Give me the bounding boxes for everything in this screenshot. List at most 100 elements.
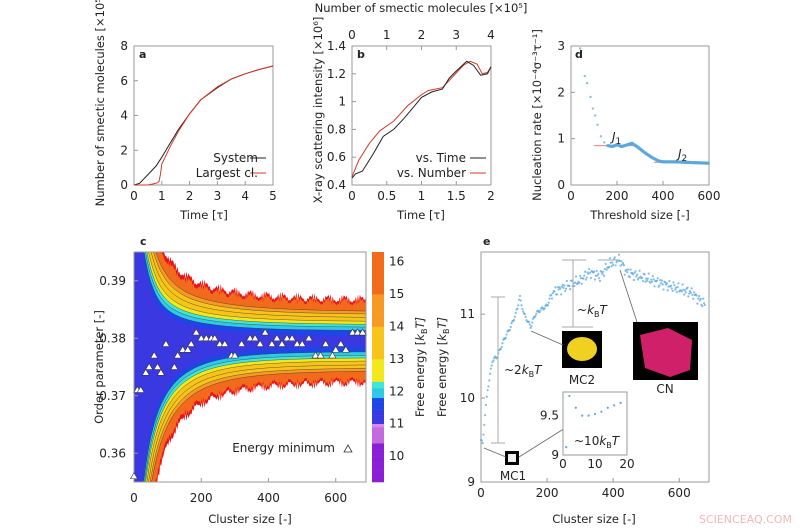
data-point — [658, 284, 661, 287]
plot-frame — [133, 251, 367, 483]
x-tick-label: 400 — [257, 491, 280, 505]
colorbar-segment — [372, 428, 384, 431]
colorbar-segment — [372, 368, 384, 371]
data-point — [573, 284, 576, 288]
series-largest-line — [134, 65, 274, 186]
data-point — [565, 279, 569, 283]
energy-minimum-marker — [256, 339, 265, 347]
colorbar-segment — [372, 308, 384, 311]
data-point — [634, 270, 637, 273]
data-point — [665, 282, 668, 285]
colorbar-segment — [372, 354, 384, 356]
colorbar-segment — [372, 271, 384, 274]
data-point — [593, 114, 597, 117]
x-tick-label: 0 — [130, 491, 138, 505]
colorbar-segment — [372, 260, 384, 263]
colorbar-segment — [372, 383, 384, 386]
colorbar-segment — [372, 470, 384, 473]
colorbar-segment — [372, 263, 384, 266]
colorbar-segment — [372, 451, 384, 454]
colorbar-segment — [372, 447, 384, 450]
data-point — [492, 359, 495, 362]
b-legend-number: vs. Number — [397, 166, 466, 180]
energy-minimum-marker — [210, 334, 219, 342]
colorbar-segment — [372, 404, 384, 407]
data-point — [612, 263, 615, 266]
data-point — [555, 293, 559, 296]
colorbar-segment — [372, 347, 384, 350]
data-point — [591, 107, 595, 110]
data-point — [529, 326, 532, 329]
x-tick-label: 4 — [241, 189, 249, 203]
colorbar-segment — [372, 413, 384, 416]
data-point — [601, 272, 604, 276]
data-point — [684, 291, 687, 294]
y-tick-label: 11 — [460, 307, 475, 321]
data-point — [547, 301, 550, 304]
y-tick-label: 0.8 — [327, 122, 346, 136]
colorbar-segment — [372, 282, 384, 285]
energy-minimum-marker — [183, 345, 192, 353]
data-point — [689, 291, 692, 294]
data-point — [607, 266, 611, 269]
data-point — [602, 274, 606, 277]
data-point — [556, 286, 559, 289]
data-point — [594, 274, 597, 277]
y-tick-label: 4 — [120, 109, 128, 123]
colorbar-segment — [372, 252, 384, 254]
y-tick-label: 1.2 — [327, 67, 346, 81]
x-tick-label: 1 — [418, 189, 426, 203]
y-tick-label: 0.37 — [99, 389, 126, 403]
data-point — [611, 261, 614, 264]
energy-minimum-marker — [272, 334, 281, 342]
colorbar-segment — [372, 401, 384, 403]
a-legend-largest: Largest cl. — [196, 166, 258, 180]
data-point — [695, 294, 698, 297]
b-ylabel: X-ray scattering intensity [×10⁶] — [311, 17, 325, 204]
data-point — [531, 321, 534, 324]
data-point — [557, 288, 560, 291]
data-point — [579, 276, 583, 280]
energy-minimum-marker — [220, 339, 229, 347]
y-tick-label: 0 — [120, 178, 128, 192]
data-point — [610, 265, 613, 268]
colorbar-segment — [372, 256, 384, 259]
data-point — [655, 279, 659, 282]
data-point — [668, 279, 671, 283]
colorbar-segment — [372, 300, 384, 303]
data-point — [671, 289, 674, 292]
data-point — [635, 275, 638, 278]
y-tick-label: 0 — [557, 178, 565, 192]
colorbar-segment — [372, 255, 384, 258]
data-point — [637, 276, 640, 280]
energy-minimum-marker — [129, 472, 139, 480]
c-legend-triangle-icon — [343, 444, 353, 453]
y-tick-label: 1 — [338, 95, 346, 109]
data-point — [643, 273, 646, 276]
inset-data-point — [606, 406, 609, 409]
data-point — [593, 270, 596, 273]
x-tick-label: 0 — [567, 189, 575, 203]
colorbar-segment — [372, 438, 384, 441]
data-point — [512, 318, 516, 322]
b-legend-time: vs. Time — [416, 151, 466, 165]
colorbar-segment — [372, 324, 384, 327]
plot-frame — [570, 45, 710, 186]
data-point — [692, 297, 695, 300]
data-point — [574, 275, 578, 278]
colorbar-segment — [372, 349, 384, 352]
energy-minimum-marker — [136, 385, 145, 393]
free-energy-band — [134, 252, 366, 482]
y-tick-label: 0.39 — [99, 274, 126, 288]
e-mc1-label: MC1 — [500, 469, 526, 483]
data-point — [510, 322, 513, 325]
colorbar-segment — [372, 475, 384, 478]
free-energy-band — [134, 252, 366, 482]
energy-minimum-marker — [316, 351, 325, 359]
data-point — [659, 282, 663, 285]
colorbar-segment — [372, 273, 384, 275]
data-point — [683, 289, 687, 292]
energy-minimum-marker — [298, 339, 307, 347]
data-point — [651, 275, 654, 278]
data-point — [583, 270, 587, 273]
